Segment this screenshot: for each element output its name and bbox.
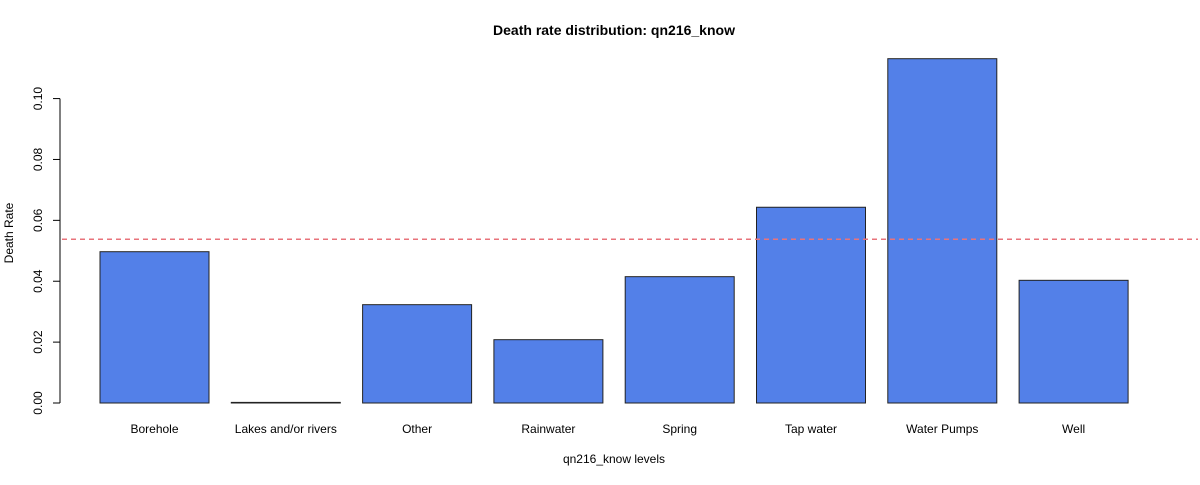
x-axis-label: qn216_know levels	[563, 452, 665, 466]
x-tick-label: Tap water	[785, 422, 837, 436]
x-tick-label: Borehole	[130, 422, 178, 436]
bar	[1018, 279, 1129, 404]
chart-title: Death rate distribution: qn216_know	[493, 22, 735, 38]
bar	[756, 206, 866, 404]
y-axis-label: Death Rate	[2, 202, 16, 263]
bar	[99, 251, 210, 404]
x-tick-label: Spring	[662, 422, 697, 436]
x-tick-label: Other	[402, 422, 432, 436]
x-tick-label: Water Pumps	[906, 422, 978, 436]
x-tick-label: Lakes and/or rivers	[235, 422, 337, 436]
x-tick-label: Rainwater	[521, 422, 575, 436]
x-tick-label: Well	[1062, 422, 1085, 436]
bar	[624, 276, 735, 404]
y-tick-label: 0.10	[31, 87, 45, 111]
y-axis: 0.00 0.02 0.04 0.06 0.08 0.10	[31, 87, 61, 415]
bar	[362, 304, 473, 404]
bar	[230, 401, 341, 404]
bar	[887, 58, 998, 404]
y-tick-label: 0.00	[31, 391, 45, 415]
bar	[493, 339, 604, 404]
y-tick-label: 0.06	[31, 208, 45, 232]
x-tick-labels: Borehole Lakes and/or rivers Other Rainwate…	[130, 422, 1085, 436]
y-tick-label: 0.08	[31, 147, 45, 171]
y-tick-label: 0.04	[31, 269, 45, 293]
y-tick-label: 0.02	[31, 330, 45, 354]
bars-group	[99, 58, 1129, 404]
